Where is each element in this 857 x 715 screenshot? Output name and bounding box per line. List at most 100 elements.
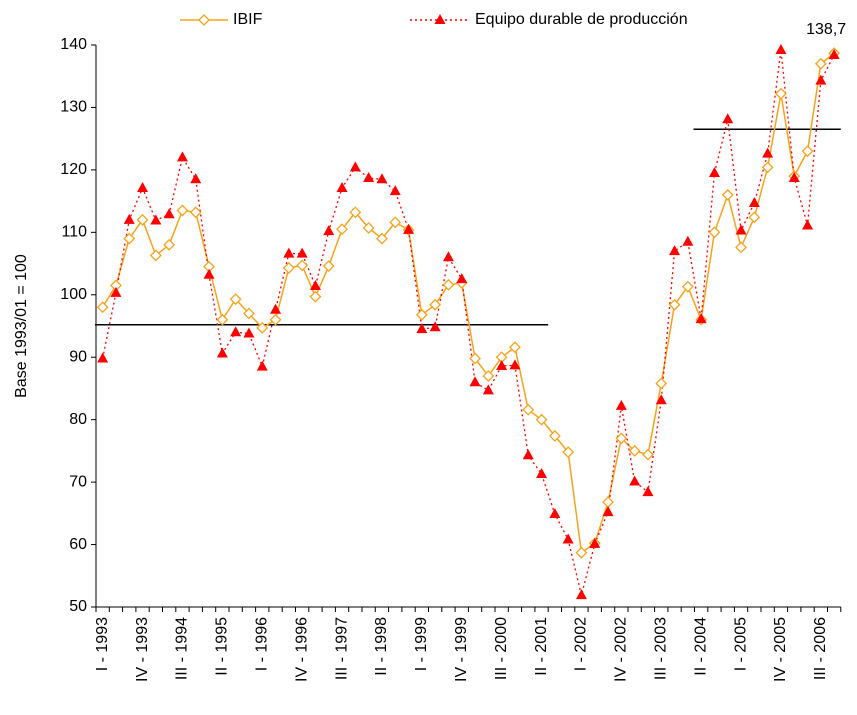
y-axis-title: Base 1993/01 = 100 [13,254,30,398]
data-point [615,432,628,445]
data-point [189,206,202,219]
data-point [216,347,228,358]
data-point [269,313,282,326]
data-point [136,213,149,226]
data-point [123,213,135,224]
data-point [429,298,442,311]
data-point [163,238,176,251]
legend-marker [198,14,210,26]
x-tick-label: IV - 2005 [772,617,789,682]
data-point [708,167,720,178]
x-tick-label: IV - 1999 [453,617,470,682]
data-point [229,293,242,306]
data-point [256,321,269,334]
data-point [655,394,667,405]
x-tick-label: III - 2003 [652,617,669,680]
y-tick-label: 100 [60,286,87,303]
data-point [562,533,574,544]
data-point [176,204,189,217]
y-tick-label: 60 [69,536,87,553]
x-tick-label: I - 1999 [413,617,430,671]
data-point [668,298,681,311]
data-point [336,223,348,236]
data-point [309,280,321,291]
data-point [775,43,787,54]
y-tick-label: 50 [69,598,87,615]
data-point [243,327,255,338]
data-point [762,147,774,158]
data-point [376,232,388,245]
data-point [296,259,309,272]
data-point [203,268,215,279]
data-point [163,208,175,219]
data-point [748,196,760,207]
x-tick-label: III - 1994 [174,617,191,680]
x-tick-label: III - 1997 [333,617,350,680]
data-point [629,475,641,486]
data-point [282,262,295,274]
legend-marker [434,14,446,24]
y-tick-label: 140 [60,36,87,53]
data-point [323,225,335,236]
data-point [589,537,601,548]
y-tick-label: 110 [61,224,87,241]
data-point [309,290,322,303]
series-line [102,52,835,554]
data-point [96,301,109,314]
data-point [469,352,481,365]
data-point [216,313,229,326]
data-point [509,341,521,354]
x-tick-label: I - 1993 [94,617,111,671]
data-point [669,245,681,256]
data-point [535,413,548,426]
data-point [642,448,654,461]
data-point [496,359,508,370]
data-point [748,211,761,224]
data-point [416,323,428,334]
data-point [615,399,627,410]
x-tick-label: III - 2006 [812,617,829,680]
data-point [575,589,587,600]
data-point [522,449,534,460]
data-point [602,506,614,517]
series-line [102,49,835,596]
data-point [695,313,707,324]
data-point [562,446,575,459]
data-point [722,113,734,124]
data-point [336,181,348,192]
data-point [735,241,747,254]
x-tick-label: III - 2000 [493,617,510,680]
data-point [548,429,561,442]
x-tick-label: I - 1996 [253,617,270,671]
x-tick-label: II - 2004 [692,617,709,676]
x-tick-label: IV - 1993 [134,617,151,682]
x-tick-label: I - 2005 [732,617,749,671]
data-point [655,377,668,390]
data-point [137,181,149,192]
data-point [123,232,136,245]
data-point [150,214,162,225]
data-point [522,403,535,416]
data-point [190,173,202,184]
data-point [828,48,840,59]
data-point [176,151,188,162]
x-tick-label: IV - 1996 [293,617,310,682]
data-point [442,251,454,262]
data-point [482,370,495,382]
data-point [283,247,295,258]
data-point [243,307,255,320]
data-point [602,496,614,509]
legend-label: Equipo durable de producción [475,11,688,28]
data-point [256,360,268,371]
data-point [270,303,282,314]
data-point [482,384,494,395]
data-point [815,74,827,85]
data-point [628,444,641,457]
data-point [469,376,481,387]
data-point [708,226,721,239]
data-point [456,273,468,284]
y-tick-label: 90 [69,348,87,365]
data-point [389,216,402,229]
data-point [801,145,814,158]
data-point [97,352,109,363]
